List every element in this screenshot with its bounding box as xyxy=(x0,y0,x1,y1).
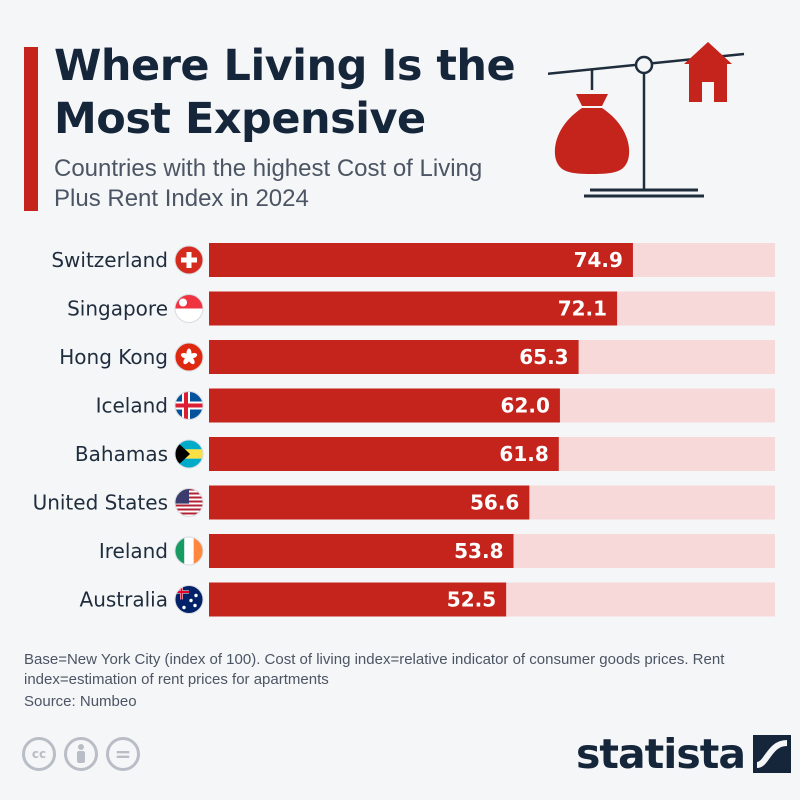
category-label: Australia xyxy=(80,588,168,612)
bar-row: 56.6 United States xyxy=(33,485,775,520)
bar-value-label: 61.8 xyxy=(499,442,548,466)
category-label: Ireland xyxy=(99,539,168,563)
category-label: Iceland xyxy=(96,394,168,418)
bar-value-label: 62.0 xyxy=(501,394,550,418)
flag-australia-icon xyxy=(174,585,204,614)
category-label: Bahamas xyxy=(75,442,168,466)
bar xyxy=(209,582,507,617)
bar-value-label: 53.8 xyxy=(454,539,503,563)
bar-row: 61.8 Bahamas xyxy=(75,437,775,471)
bar-value-label: 72.1 xyxy=(558,297,607,321)
flag-singapore-icon xyxy=(174,294,204,323)
bar xyxy=(209,485,530,520)
bar xyxy=(209,534,514,568)
category-label: Switzerland xyxy=(51,248,168,272)
category-label: United States xyxy=(33,491,168,515)
brand-name: statista xyxy=(576,730,746,778)
page-subtitle: Countries with the highest Cost of Livin… xyxy=(54,155,483,212)
bar xyxy=(209,291,618,326)
flag-switzerland-icon xyxy=(174,245,204,275)
license-icons: cc = xyxy=(22,737,140,771)
scale-illustration xyxy=(548,42,745,198)
bar-row: 65.3 Hong Kong xyxy=(59,340,775,374)
bar-value-label: 56.6 xyxy=(470,491,519,515)
flag-ireland-icon xyxy=(174,536,204,566)
chart-notes: Base=New York City (index of 100). Cost … xyxy=(24,651,725,688)
bar xyxy=(209,388,560,423)
flag-united-states-icon xyxy=(174,488,204,517)
cc-icon: cc xyxy=(22,737,56,771)
money-bag-icon xyxy=(554,94,630,174)
statista-logo: statista xyxy=(576,730,791,778)
bar xyxy=(209,243,633,277)
title-accent-bar xyxy=(24,47,38,211)
bar xyxy=(209,437,559,471)
bar-value-label: 52.5 xyxy=(447,588,496,612)
bar-row: 74.9 Switzerland xyxy=(51,243,775,277)
bar-value-label: 74.9 xyxy=(574,248,623,272)
category-label: Hong Kong xyxy=(59,345,168,369)
bar-value-label: 65.3 xyxy=(519,345,568,369)
bar xyxy=(209,340,579,374)
flag-iceland-icon xyxy=(174,391,204,420)
no-derivatives-icon: = xyxy=(106,737,140,771)
house-icon xyxy=(684,42,732,102)
category-label: Singapore xyxy=(67,297,168,321)
bar-row: 62.0 Iceland xyxy=(96,388,775,423)
bar-row: 53.8 Ireland xyxy=(99,534,775,568)
chart-source: Source: Numbeo xyxy=(24,693,137,710)
bar-chart: 74.9 Switzerland 72.1 Singapore 65.3 Hong Kon… xyxy=(33,243,775,617)
flag-hong-kong-icon xyxy=(174,342,204,372)
statista-mark-icon xyxy=(753,735,791,773)
attribution-icon xyxy=(64,737,98,771)
bar-row: 72.1 Singapore xyxy=(67,291,775,326)
flag-bahamas-icon xyxy=(174,439,204,469)
bar-row: 52.5 Australia xyxy=(80,582,775,617)
page-title: Where Living Is the Most Expensive xyxy=(54,41,516,144)
